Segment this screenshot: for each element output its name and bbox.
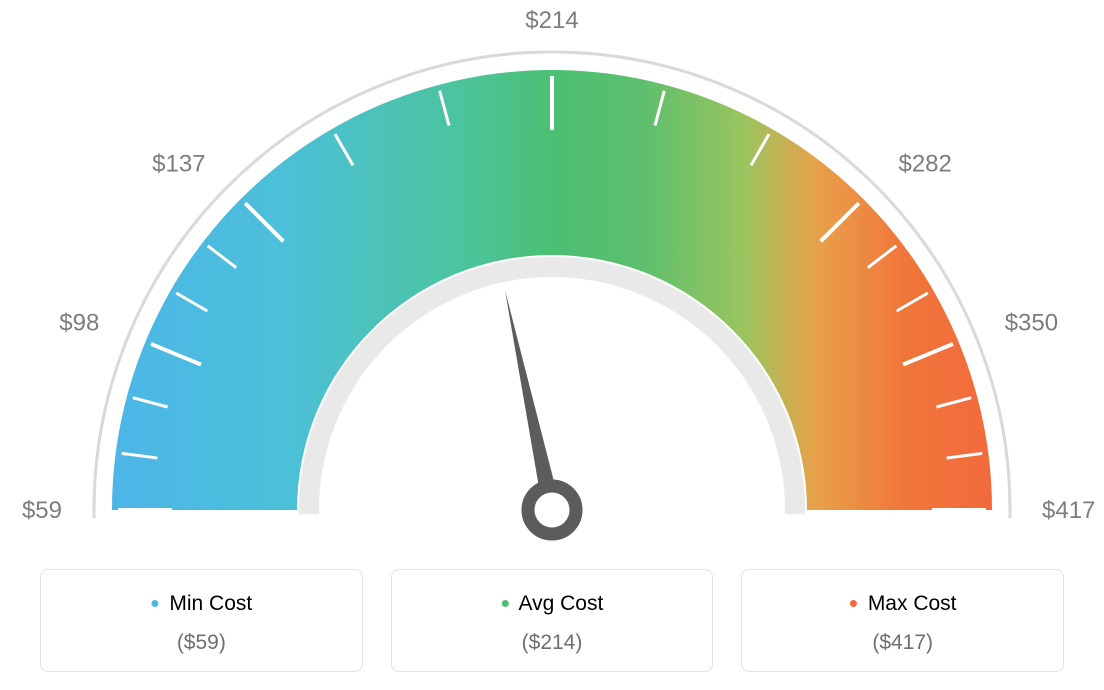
legend-avg: • Avg Cost ($214) <box>391 569 714 672</box>
legend-avg-value: ($214) <box>402 631 703 655</box>
legend-max-label: Max Cost <box>868 592 957 615</box>
svg-text:$214: $214 <box>525 7 578 34</box>
legend-max-value: ($417) <box>752 631 1053 655</box>
legend-min-dot: • <box>150 588 159 618</box>
legend-min-title: • Min Cost <box>51 588 352 619</box>
legend-avg-dot: • <box>501 588 510 618</box>
legend-row: • Min Cost ($59) • Avg Cost ($214) • Max… <box>40 569 1064 672</box>
legend-max-title: • Max Cost <box>752 588 1053 619</box>
legend-min: • Min Cost ($59) <box>40 569 363 672</box>
legend-avg-label: Avg Cost <box>518 592 603 615</box>
gauge-area: $59 $98 $137 $214 $282 $350 $417 <box>0 0 1104 560</box>
svg-text:$59: $59 <box>22 497 62 524</box>
svg-text:$417: $417 <box>1042 497 1095 524</box>
gauge-svg: $59 $98 $137 $214 $282 $350 $417 <box>0 0 1104 560</box>
legend-avg-title: • Avg Cost <box>402 588 703 619</box>
svg-text:$98: $98 <box>59 309 99 336</box>
cost-gauge-chart: $59 $98 $137 $214 $282 $350 $417 • Min Cost ($… <box>0 0 1104 690</box>
svg-text:$350: $350 <box>1005 309 1058 336</box>
legend-min-value: ($59) <box>51 631 352 655</box>
legend-min-label: Min Cost <box>169 592 252 615</box>
legend-max: • Max Cost ($417) <box>741 569 1064 672</box>
svg-text:$282: $282 <box>898 151 951 178</box>
svg-text:$137: $137 <box>152 151 205 178</box>
legend-max-dot: • <box>849 588 858 618</box>
